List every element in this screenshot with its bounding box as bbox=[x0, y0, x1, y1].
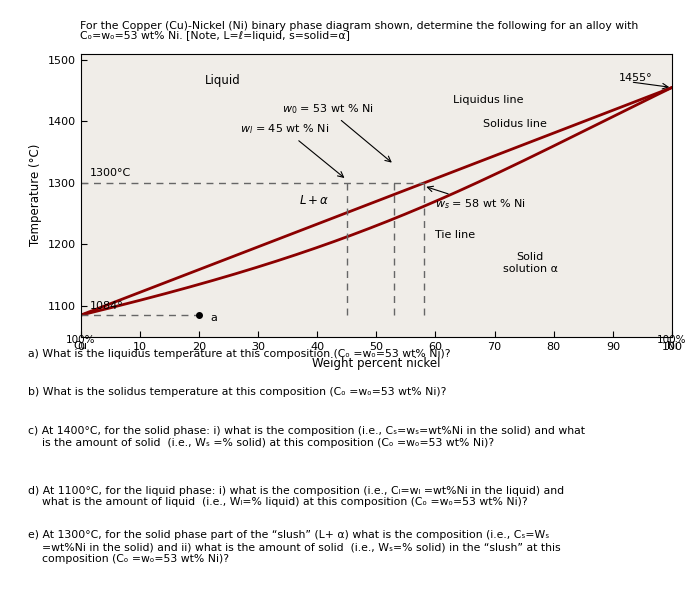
Text: d) At 1100°C, for the liquid phase: i) what is the composition (i.e., Cₗ=wₗ =wt%: d) At 1100°C, for the liquid phase: i) w… bbox=[28, 486, 564, 507]
Text: Cu: Cu bbox=[74, 341, 88, 351]
Text: Ni: Ni bbox=[666, 341, 678, 351]
Text: 1300°C: 1300°C bbox=[90, 168, 131, 178]
Text: $w_l$ = 45 wt % Ni: $w_l$ = 45 wt % Ni bbox=[240, 122, 344, 177]
Text: For the Copper (Cu)-Nickel (Ni) binary phase diagram shown, determine the follow: For the Copper (Cu)-Nickel (Ni) binary p… bbox=[80, 21, 638, 31]
Text: Solid
solution α: Solid solution α bbox=[503, 252, 557, 274]
Text: 1084°: 1084° bbox=[90, 301, 123, 311]
Text: $L + \alpha$: $L + \alpha$ bbox=[300, 194, 330, 207]
Text: Tie line: Tie line bbox=[435, 230, 475, 240]
Text: Solidus line: Solidus line bbox=[483, 119, 547, 129]
Text: b) What is the solidus temperature at this composition (Cₒ =wₒ=53 wt% Ni)?: b) What is the solidus temperature at th… bbox=[28, 387, 447, 398]
Text: Liquidus line: Liquidus line bbox=[453, 95, 524, 105]
Y-axis label: Temperature (°C): Temperature (°C) bbox=[29, 144, 42, 246]
Text: e) At 1300°C, for the solid phase part of the “slush” (L+ α) what is the composi: e) At 1300°C, for the solid phase part o… bbox=[28, 530, 561, 564]
X-axis label: Weight percent nickel: Weight percent nickel bbox=[312, 357, 440, 370]
Text: $w_s$ = 58 wt % Ni: $w_s$ = 58 wt % Ni bbox=[428, 186, 526, 212]
Text: 1455°: 1455° bbox=[619, 73, 652, 83]
Text: $w_0$ = 53 wt % Ni: $w_0$ = 53 wt % Ni bbox=[281, 102, 391, 162]
Text: c) At 1400°C, for the solid phase: i) what is the composition (i.e., Cₛ=wₛ=wt%Ni: c) At 1400°C, for the solid phase: i) wh… bbox=[28, 426, 585, 448]
Text: 100%: 100% bbox=[66, 335, 95, 345]
Text: 100%: 100% bbox=[657, 335, 687, 345]
Text: Liquid: Liquid bbox=[204, 74, 241, 88]
Text: a: a bbox=[211, 313, 218, 324]
Text: Cₒ=wₒ=53 wt% Ni. [Note, L=ℓ=liquid, s=solid=α]: Cₒ=wₒ=53 wt% Ni. [Note, L=ℓ=liquid, s=so… bbox=[80, 31, 351, 41]
Text: a) What is the liquidus temperature at this composition (Cₒ =wₒ=53 wt% Ni)?: a) What is the liquidus temperature at t… bbox=[28, 349, 451, 359]
